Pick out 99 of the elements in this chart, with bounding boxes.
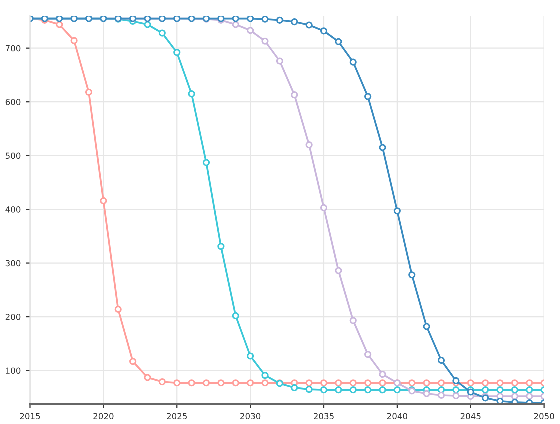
point bbox=[452, 392, 460, 400]
point bbox=[174, 49, 181, 56]
point bbox=[202, 380, 210, 387]
y-tick-label: 400 bbox=[6, 206, 21, 213]
point bbox=[408, 272, 416, 279]
x-tick-label: 2015 bbox=[20, 413, 40, 420]
point bbox=[511, 393, 518, 400]
point bbox=[100, 197, 108, 204]
point bbox=[423, 390, 430, 398]
point bbox=[364, 351, 372, 358]
point bbox=[408, 380, 416, 387]
point bbox=[496, 380, 504, 387]
point bbox=[306, 142, 313, 149]
point bbox=[379, 144, 386, 152]
point bbox=[438, 392, 446, 400]
point bbox=[306, 386, 313, 394]
point bbox=[452, 377, 460, 385]
point bbox=[262, 16, 269, 23]
x-tick-label: 2035 bbox=[314, 413, 334, 420]
point bbox=[438, 380, 446, 387]
point bbox=[467, 380, 474, 387]
point bbox=[394, 386, 401, 394]
point bbox=[232, 16, 240, 22]
point bbox=[511, 380, 518, 387]
point bbox=[276, 16, 284, 24]
point bbox=[335, 267, 342, 274]
point bbox=[438, 386, 446, 394]
point bbox=[482, 386, 490, 394]
point bbox=[423, 323, 430, 330]
point bbox=[56, 21, 64, 28]
point bbox=[232, 380, 240, 387]
y-tick-label: 300 bbox=[6, 260, 21, 267]
point bbox=[350, 386, 357, 394]
point bbox=[158, 30, 166, 37]
point bbox=[482, 380, 490, 387]
point bbox=[291, 384, 298, 392]
point bbox=[335, 386, 342, 394]
point bbox=[320, 380, 328, 387]
point bbox=[320, 204, 328, 212]
point bbox=[364, 386, 372, 394]
point bbox=[247, 16, 254, 22]
y-tick-label: 600 bbox=[6, 99, 21, 106]
x-tick-label: 2045 bbox=[460, 413, 481, 420]
y-tick-label: 700 bbox=[6, 45, 21, 52]
point bbox=[320, 28, 328, 35]
y-tick-label: 100 bbox=[6, 368, 21, 374]
point bbox=[320, 386, 328, 394]
point bbox=[174, 380, 181, 387]
point bbox=[247, 380, 254, 387]
point bbox=[144, 21, 152, 28]
point bbox=[496, 386, 504, 394]
point bbox=[144, 374, 152, 382]
point bbox=[438, 357, 446, 364]
point bbox=[247, 27, 254, 34]
point bbox=[306, 380, 313, 387]
x-tick-label: 2030 bbox=[240, 413, 261, 420]
x-tick-label: 2050 bbox=[534, 413, 554, 420]
point bbox=[379, 380, 386, 387]
point bbox=[306, 22, 313, 29]
x-tick-label: 2020 bbox=[94, 413, 114, 420]
point bbox=[262, 38, 269, 45]
x-tick-label: 2040 bbox=[387, 413, 408, 420]
point bbox=[379, 370, 386, 378]
point bbox=[188, 90, 196, 98]
point bbox=[350, 380, 357, 387]
point bbox=[291, 92, 298, 99]
point bbox=[188, 380, 196, 387]
point bbox=[114, 306, 122, 314]
point bbox=[526, 393, 534, 400]
point bbox=[394, 208, 401, 215]
point bbox=[526, 386, 534, 394]
point bbox=[452, 386, 460, 394]
point bbox=[85, 88, 93, 96]
point bbox=[335, 38, 342, 46]
y-tick-label: 500 bbox=[6, 152, 21, 160]
point bbox=[379, 386, 386, 394]
point bbox=[276, 58, 284, 65]
point bbox=[247, 352, 254, 360]
point bbox=[291, 18, 298, 26]
point bbox=[130, 358, 137, 366]
point bbox=[218, 243, 225, 250]
point bbox=[232, 312, 240, 320]
point bbox=[158, 378, 166, 386]
y-tick-label: 200 bbox=[6, 314, 21, 320]
point bbox=[511, 386, 518, 394]
point bbox=[350, 317, 357, 324]
point bbox=[364, 380, 372, 387]
point bbox=[218, 380, 225, 387]
point bbox=[350, 58, 357, 66]
point bbox=[70, 37, 78, 44]
point bbox=[364, 93, 372, 100]
point bbox=[526, 380, 534, 387]
point bbox=[423, 380, 430, 387]
point bbox=[262, 372, 269, 380]
point bbox=[335, 380, 342, 387]
x-tick-label: 2025 bbox=[167, 413, 187, 420]
point bbox=[232, 21, 240, 28]
point bbox=[202, 159, 210, 166]
point bbox=[262, 380, 269, 387]
